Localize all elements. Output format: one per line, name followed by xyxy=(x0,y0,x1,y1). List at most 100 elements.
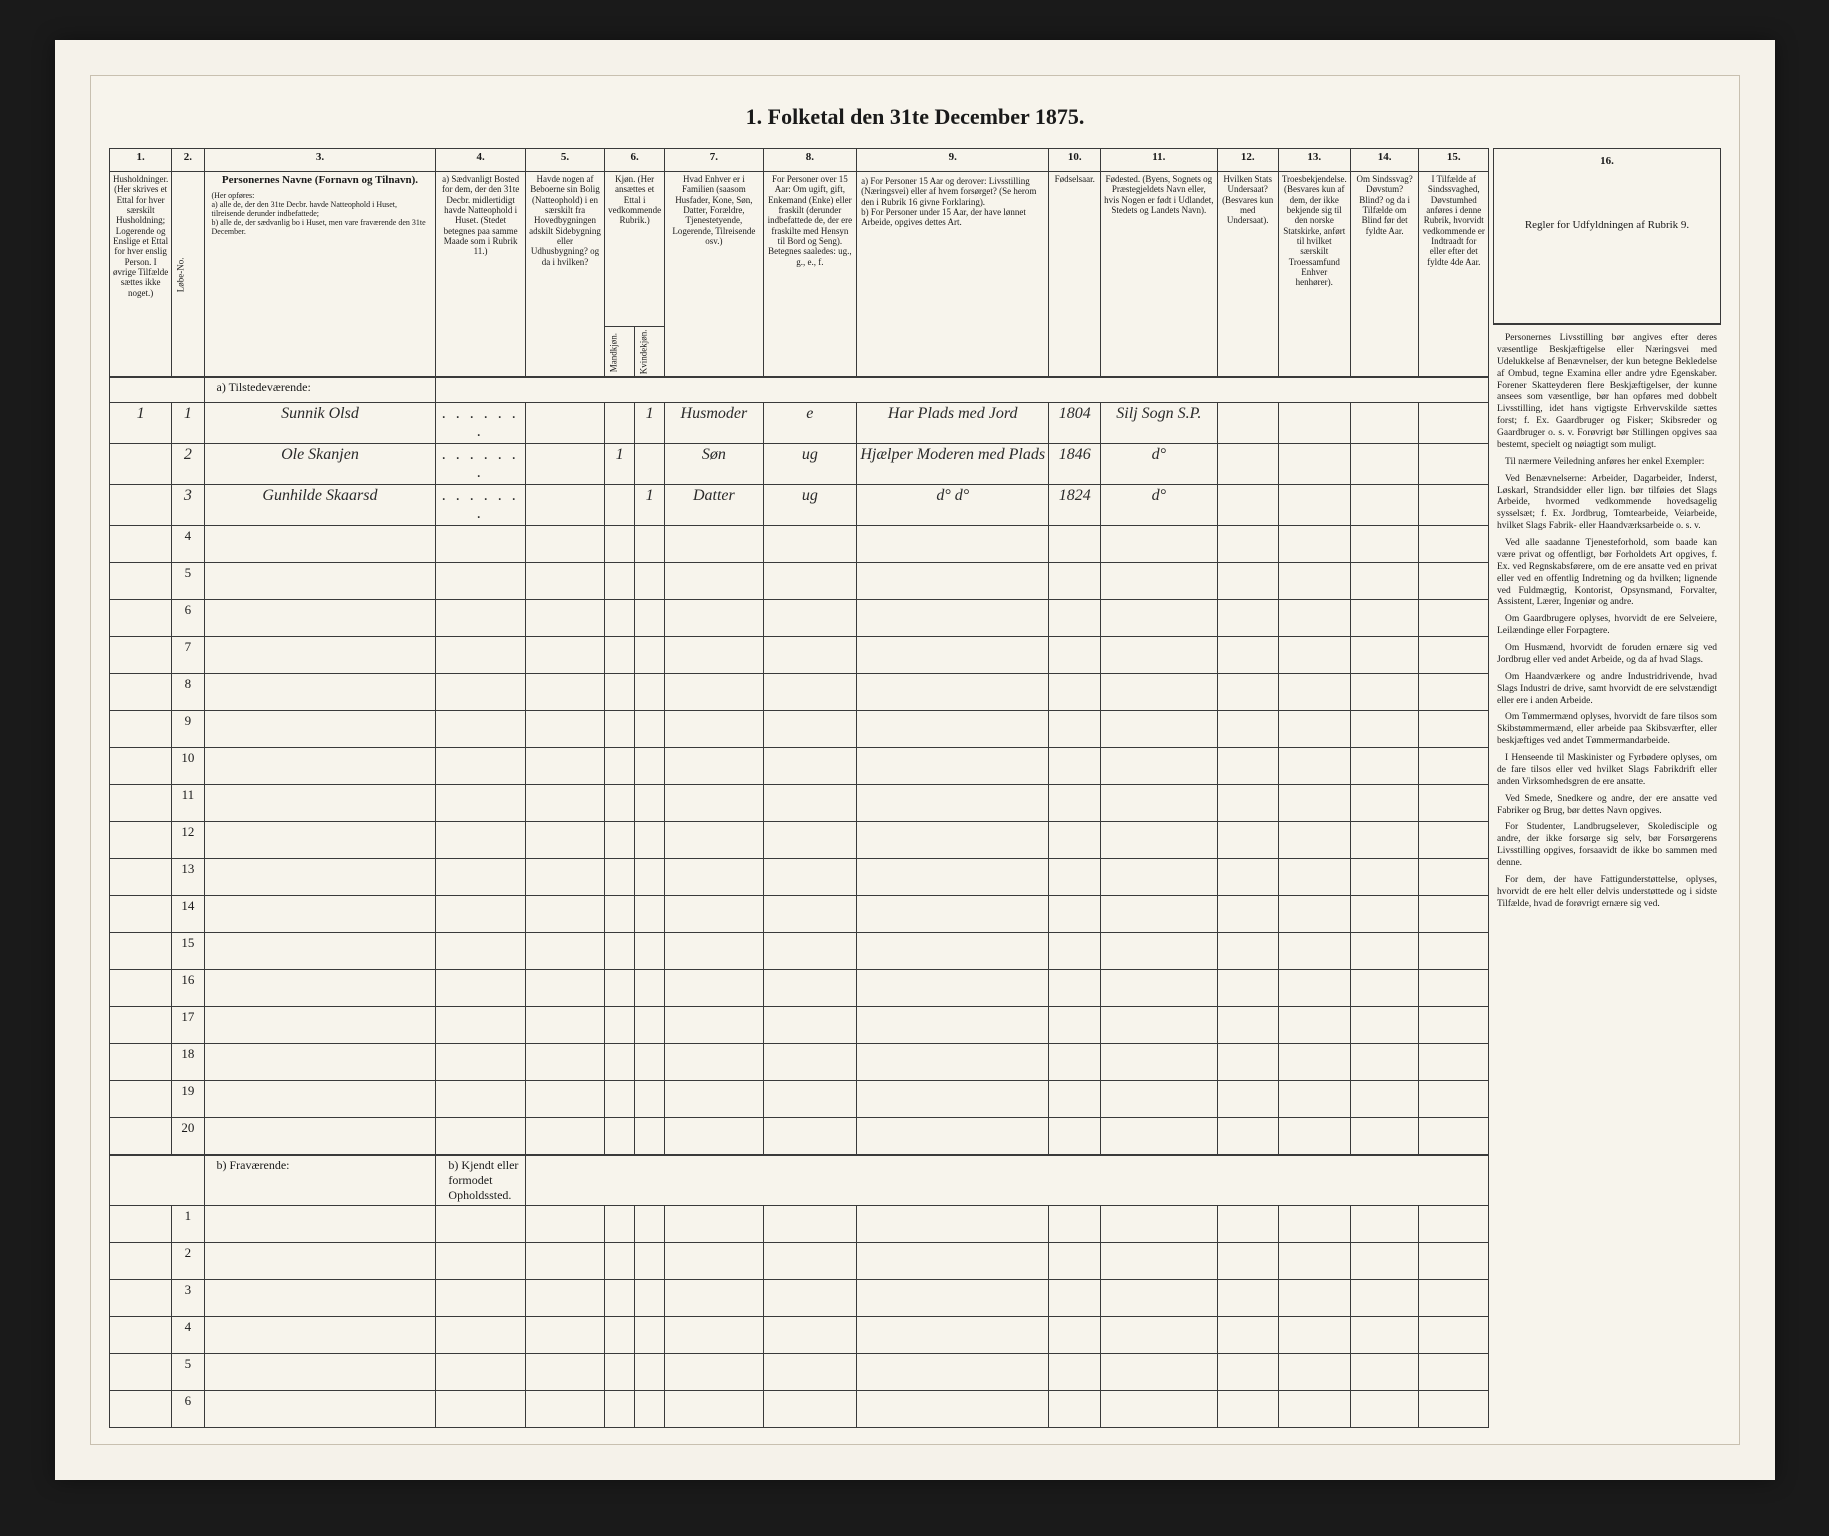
table-row: 15 xyxy=(110,932,1489,969)
table-row: 6 xyxy=(110,599,1489,636)
c9: Hjælper Moderen med Plads xyxy=(857,443,1049,484)
h6: Kjøn. (Her ansættes et Ettal i vedkommen… xyxy=(605,172,665,327)
table-row: 20 xyxy=(110,1117,1489,1155)
coln-8: 8. xyxy=(763,149,856,172)
table-body: a) Tilstedeværende:11Sunnik Olsd. . . . … xyxy=(110,377,1489,1428)
coln-12: 12. xyxy=(1217,149,1278,172)
row-num: 13 xyxy=(172,858,204,895)
row-num: 19 xyxy=(172,1080,204,1117)
c6b: 1 xyxy=(635,402,665,443)
coln-2: 2. xyxy=(172,149,204,172)
table-row: 2 xyxy=(110,1242,1489,1279)
section-b-header: b) Fraværende:b) Kjendt eller formodet O… xyxy=(110,1155,1489,1206)
row-num: 1 xyxy=(172,1205,204,1242)
coln-16: 16. xyxy=(1494,155,1720,169)
row-num: 20 xyxy=(172,1117,204,1155)
row-num: 12 xyxy=(172,821,204,858)
h3-sub: (Her opføres: a) alle de, der den 31te D… xyxy=(208,187,433,241)
scan-frame: 1. Folketal den 31te December 1875. 1. 2… xyxy=(55,40,1775,1480)
row-num: 11 xyxy=(172,784,204,821)
c8: ug xyxy=(763,443,856,484)
row-num: 8 xyxy=(172,673,204,710)
row-num: 6 xyxy=(172,599,204,636)
row-num: 16 xyxy=(172,969,204,1006)
c6b xyxy=(635,443,665,484)
row-num: 2 xyxy=(172,443,204,484)
coln-6: 6. xyxy=(605,149,665,172)
h10: Fødselsaar. xyxy=(1049,172,1101,377)
h6a: Mandkjøn. xyxy=(605,327,635,377)
household-num xyxy=(110,443,172,484)
coln-13: 13. xyxy=(1278,149,1350,172)
coln-10: 10. xyxy=(1049,149,1101,172)
table-row: 6 xyxy=(110,1390,1489,1427)
table-row: 11Sunnik Olsd. . . . . . .1HusmodereHar … xyxy=(110,402,1489,443)
rules-paragraph: Om Gaardbrugere oplyses, hvorvidt de ere… xyxy=(1497,614,1717,638)
h15: I Tilfælde af Sindssvaghed, Døvstumhed a… xyxy=(1419,172,1489,377)
rules-header: 16. Regler for Udfyldningen af Rubrik 9. xyxy=(1493,148,1721,325)
coln-7: 7. xyxy=(665,149,764,172)
h14: Om Sindssvag? Døvstum? Blind? og da i Ti… xyxy=(1350,172,1419,377)
table-row: 8 xyxy=(110,673,1489,710)
h8: For Personer over 15 Aar: Om ugift, gift… xyxy=(763,172,856,377)
section-b-note: b) Kjendt eller formodet Opholdssted. xyxy=(436,1155,525,1206)
c11: Silj Sogn S.P. xyxy=(1101,402,1218,443)
table-row: 17 xyxy=(110,1006,1489,1043)
h12: Hvilken Stats Undersaat? (Besvares kun m… xyxy=(1217,172,1278,377)
c11: d° xyxy=(1101,484,1218,525)
rules-title: Regler for Udfyldningen af Rubrik 9. xyxy=(1494,219,1720,233)
rules-paragraph: Ved Benævnelserne: Arbeider, Dagarbeider… xyxy=(1497,474,1717,533)
table-row: 18 xyxy=(110,1043,1489,1080)
table-row: 5 xyxy=(110,562,1489,599)
table-row: 7 xyxy=(110,636,1489,673)
table-row: 11 xyxy=(110,784,1489,821)
table-row: 3 xyxy=(110,1279,1489,1316)
table-row: 14 xyxy=(110,895,1489,932)
household-num xyxy=(110,484,172,525)
c6a xyxy=(605,484,635,525)
h13: Troesbekjendelse. (Besvares kun af dem, … xyxy=(1278,172,1350,377)
row-num: 10 xyxy=(172,747,204,784)
c6b: 1 xyxy=(635,484,665,525)
table-row: 12 xyxy=(110,821,1489,858)
row-num: 6 xyxy=(172,1390,204,1427)
h7: Hvad Enhver er i Familien (saasom Husfad… xyxy=(665,172,764,377)
h9: a) For Personer 15 Aar og derover: Livss… xyxy=(857,172,1049,377)
coln-4: 4. xyxy=(436,149,525,172)
coln-9: 9. xyxy=(857,149,1049,172)
coln-3: 3. xyxy=(204,149,436,172)
row-num: 3 xyxy=(172,1279,204,1316)
h2: Løbe-No. xyxy=(172,172,204,377)
c7: Søn xyxy=(665,443,764,484)
rules-body: Personernes Livsstilling bør angives eft… xyxy=(1493,325,1721,920)
table-row: 2Ole Skanjen. . . . . . .1SønugHjælper M… xyxy=(110,443,1489,484)
table-row: 4 xyxy=(110,1316,1489,1353)
rules-paragraph: Til nærmere Veiledning anføres her enkel… xyxy=(1497,457,1717,469)
c10: 1804 xyxy=(1049,402,1101,443)
coln-1: 1. xyxy=(110,149,172,172)
c8: ug xyxy=(763,484,856,525)
table-row: 5 xyxy=(110,1353,1489,1390)
h3-title: Personernes Navne (Fornavn og Tilnavn). xyxy=(208,174,433,187)
h6b: Kvindekjøn. xyxy=(635,327,665,377)
row-num: 2 xyxy=(172,1242,204,1279)
c6a: 1 xyxy=(605,443,635,484)
c5 xyxy=(525,443,604,484)
c7: Husmoder xyxy=(665,402,764,443)
table-row: 9 xyxy=(110,710,1489,747)
c6a xyxy=(605,402,635,443)
coln-11: 11. xyxy=(1101,149,1218,172)
section-b-label: b) Fraværende: xyxy=(204,1155,436,1206)
c4: . . . . . . . xyxy=(436,402,525,443)
rules-paragraph: Ved alle saadanne Tjenesteforhold, som b… xyxy=(1497,538,1717,609)
rules-paragraph: Om Husmænd, hvorvidt de foruden ernære s… xyxy=(1497,643,1717,667)
rules-paragraph: Om Tømmermænd oplyses, hvorvidt de fare … xyxy=(1497,712,1717,748)
c5 xyxy=(525,402,604,443)
rules-paragraph: Personernes Livsstilling bør angives eft… xyxy=(1497,333,1717,452)
row-num: 17 xyxy=(172,1006,204,1043)
h1: Husholdninger. (Her skrives et Ettal for… xyxy=(110,172,172,377)
h3: Personernes Navne (Fornavn og Tilnavn). … xyxy=(204,172,436,377)
census-table: 1. 2. 3. 4. 5. 6. 7. 8. 9. 10. 11. 12. 1… xyxy=(109,148,1489,1428)
table-row: 3Gunhilde Skaarsd. . . . . . .1Datterugd… xyxy=(110,484,1489,525)
row-num: 14 xyxy=(172,895,204,932)
